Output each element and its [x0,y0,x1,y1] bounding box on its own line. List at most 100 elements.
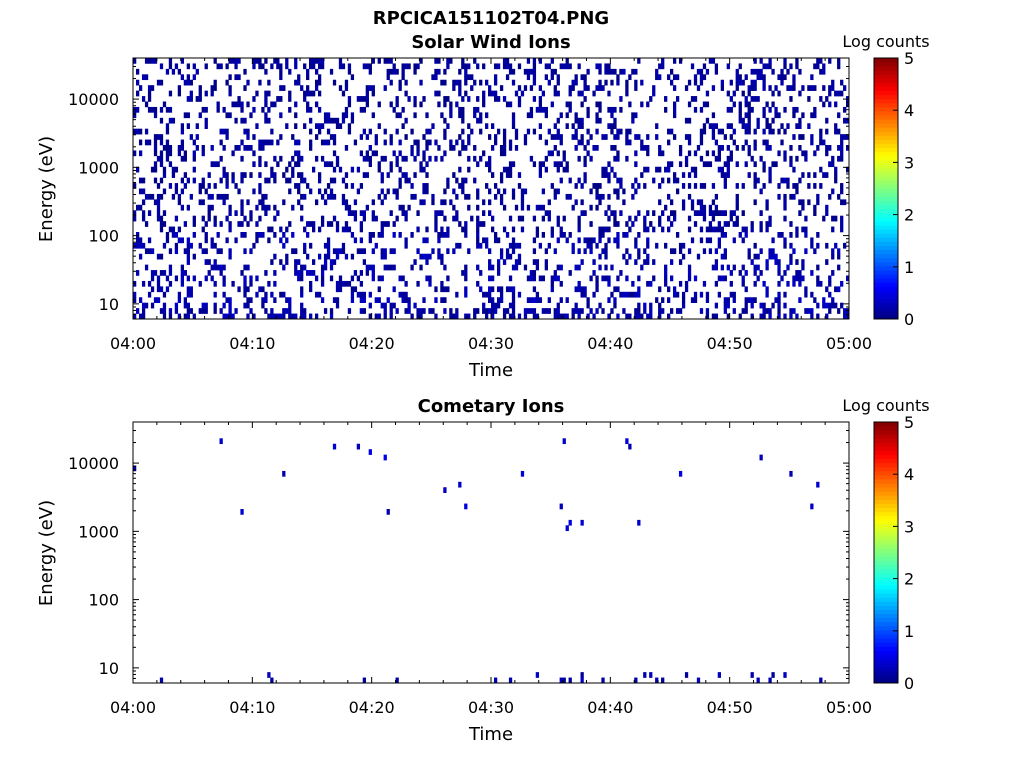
spectrogram-cell [344,204,349,211]
spectrogram-cell [228,302,232,309]
spectrogram-cell [652,90,656,97]
spectrogram-cell [446,58,450,64]
spectrogram-cell [138,188,143,195]
spectrogram-cell [407,96,411,102]
spectrogram-cell [461,183,465,189]
spectrogram-cell [601,193,605,200]
spectrogram-cell [702,63,707,70]
spectrogram-cell [508,145,513,151]
spectrogram-cell [210,193,214,200]
spectrogram-cell [637,519,641,526]
colorbar-swatch [874,127,898,132]
spectrogram-cell [455,139,459,146]
spectrogram-cell [643,672,647,678]
spectrogram-cell [171,226,176,233]
spectrogram-cell [744,123,748,129]
colorbar-swatch [874,245,898,251]
spectrogram-cell [607,123,611,129]
spectrogram-cell [738,232,742,238]
spectrogram-cell [720,226,724,233]
spectrogram-cell [252,106,256,113]
spectrogram-cell [147,248,152,255]
spectrogram-cell [801,275,805,282]
spectrogram-cell [338,58,343,64]
spectrogram-cell [389,58,393,64]
spectrogram-cell [568,270,572,276]
figure-title: RPCICA151102T04.PNG [373,8,609,29]
spectrogram-cell [577,313,581,320]
spectrogram-cell [598,237,602,244]
spectrogram-cell [309,145,313,151]
spectrogram-cell [517,253,522,260]
spectrogram-cell [392,264,396,271]
spectrogram-cell [601,275,605,282]
spectrogram-cell [511,248,516,255]
spectrogram-cell [661,210,665,216]
spectrogram-cell [291,134,295,140]
spectrogram-cell [741,145,745,151]
spectrogram-cell [819,166,823,173]
spectrogram-cell [174,183,179,189]
spectrogram-cell [699,79,704,86]
spectrogram-cell [338,63,343,70]
spectrogram-cell [147,193,152,200]
spectrogram-cell [392,232,396,238]
spectrogram-cell [201,150,205,157]
spectrogram-cell [610,128,614,135]
spectrogram-cell [532,259,537,265]
spectrogram-cell [771,161,775,168]
spectrogram-cell [655,74,659,81]
spectrogram-cell [476,193,480,200]
spectrogram-cell [511,123,516,129]
spectrogram-cell [729,106,733,113]
spectrogram-cell [843,308,847,314]
spectrogram-cell [714,210,719,216]
spectrogram-cell [303,177,307,184]
spectrogram-cell [395,101,399,108]
spectrogram-cell [410,145,414,151]
spectrogram-cell [583,161,587,168]
spectrogram-cell [225,297,229,303]
spectrogram-cell [329,308,334,314]
spectrogram-cell [538,134,543,140]
spectrogram-cell [413,302,417,309]
spectrogram-cell [783,106,787,113]
spectrogram-cell [780,232,784,238]
spectrogram-cell [425,275,429,282]
spectrogram-cell [544,264,548,271]
spectrogram-cell [678,150,683,157]
colorbar-swatch [874,237,898,242]
spectrogram-cell [416,63,420,70]
spectrogram-cell [482,308,486,314]
spectrogram-cell [699,226,704,233]
spectrogram-cell [768,248,772,255]
spectrogram-cell [705,161,710,168]
spectrogram-cell [401,275,405,282]
colorbar-swatch [874,225,898,230]
spectrogram-cell [619,270,623,276]
spectrogram-cell [699,291,704,298]
spectrogram-cell [792,106,796,113]
spectrogram-cell [383,58,387,64]
spectrogram-cell [616,221,620,227]
spectrogram-cell [568,101,572,108]
spectrogram-cell [470,215,474,222]
spectrogram-cell [168,183,173,189]
spectrogram-cell [493,308,498,314]
spectrogram-cell [640,313,644,320]
spectrogram-cell [219,155,223,162]
spectrogram-cell [505,253,510,260]
spectrogram-cell [508,242,513,249]
spectrogram-cell [446,63,450,70]
spectrogram-cell [380,226,384,233]
spectrogram-cell [750,226,754,233]
spectrogram-cell [273,313,277,320]
spectrogram-cell [607,106,611,113]
spectrogram-cell [762,139,766,146]
spectrogram-cell [828,101,832,108]
spectrogram-cell [825,150,829,157]
spectrogram-cell [735,204,739,211]
spectrogram-cell [738,106,742,113]
spectrogram-cell [186,313,190,320]
spectrogram-cell [240,172,244,178]
